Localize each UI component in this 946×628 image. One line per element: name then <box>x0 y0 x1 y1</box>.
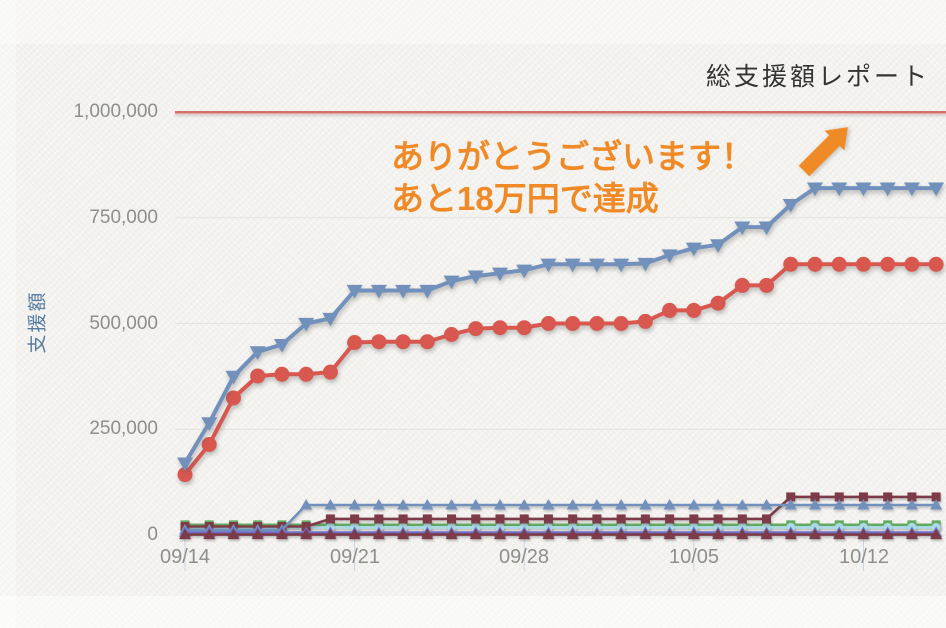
goal-line <box>175 111 946 115</box>
annotation-line-2: あと18万円で達成 <box>391 179 659 217</box>
series-blue-total <box>177 182 945 472</box>
thank-you-annotation: ありがとうございます！ あと18万円で達成 <box>391 136 754 220</box>
series-darkred-triangles-baseline <box>179 528 943 540</box>
series-red-main <box>177 256 944 483</box>
y-tick-1000000: 1,000,000 <box>73 101 158 122</box>
y-tick-0: 0 <box>147 524 158 545</box>
x-tick-1012: 10/12 <box>838 546 890 568</box>
y-tick-750000: 750,000 <box>89 207 158 228</box>
y-tick-500000: 500,000 <box>89 313 158 334</box>
series-lightblue-triangles-small <box>179 498 943 535</box>
y-tick-250000: 250,000 <box>89 418 158 439</box>
x-tick-0928: 09/28 <box>498 546 550 568</box>
x-tick-marks <box>184 535 864 571</box>
goal-arrow-icon <box>798 127 848 177</box>
x-tick-1005: 10/05 <box>668 546 720 568</box>
chart-title: 総支援額レポート <box>705 63 930 91</box>
annotation-line-1: ありがとうございます！ <box>391 138 754 175</box>
x-tick-0914: 09/14 <box>159 546 211 568</box>
x-tick-0921: 09/21 <box>329 546 381 568</box>
